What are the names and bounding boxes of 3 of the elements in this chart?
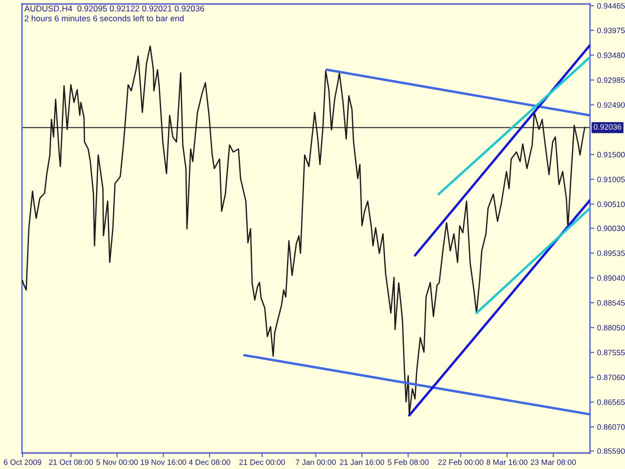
- text: 2 hours 6 minutes 6 seconds left to bar end: [24, 15, 184, 22]
- line-series: [22, 46, 586, 415]
- chart-title: AUDUSD,H4 0.92095 0.92122 0.92021 0.92036: [24, 6, 204, 12]
